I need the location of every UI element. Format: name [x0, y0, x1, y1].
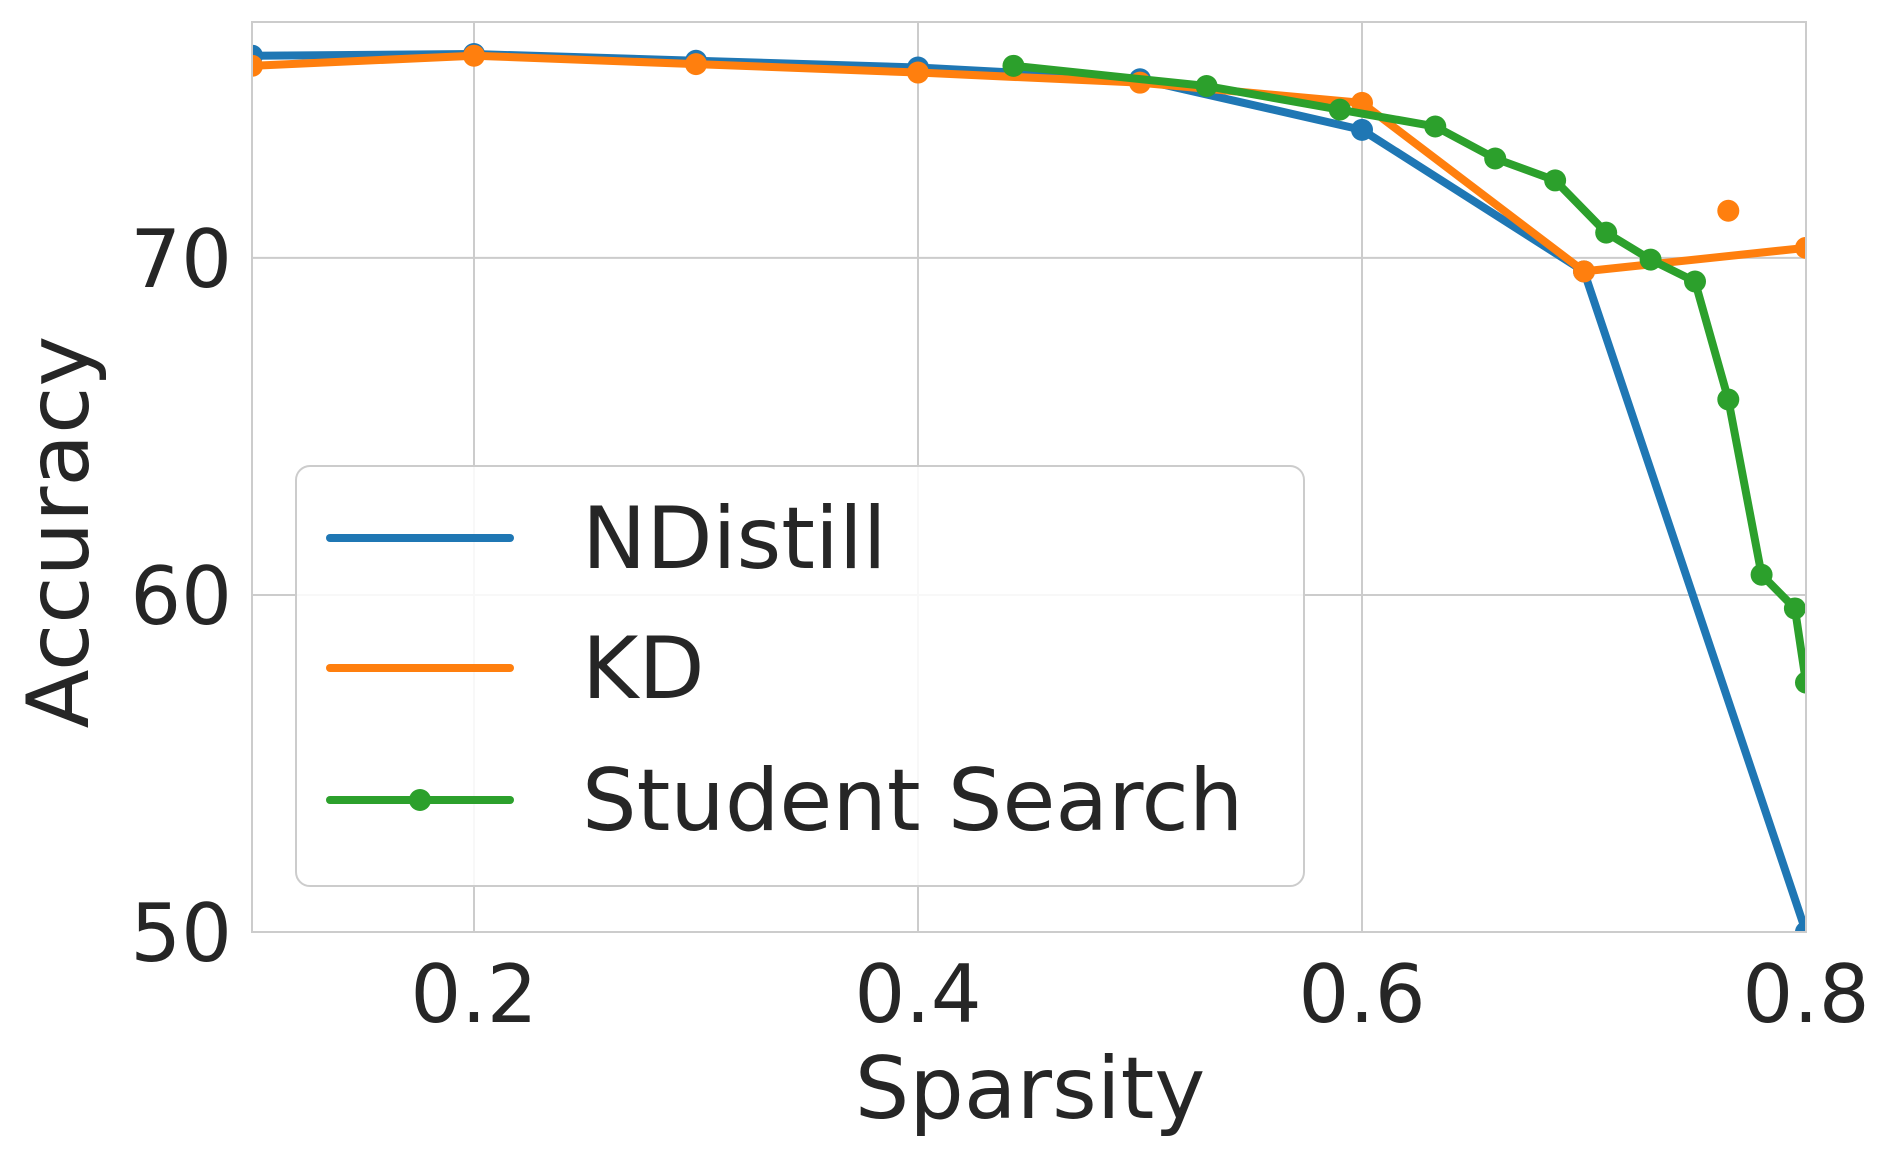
- data-point-student-search: [1328, 98, 1351, 121]
- data-point-student-search: [1544, 169, 1567, 192]
- data-point-student-search: [1795, 671, 1806, 694]
- x-tick-label: 0.6: [1298, 948, 1425, 1041]
- legend-box: [295, 465, 1305, 887]
- x-tick-label: 0.4: [854, 948, 981, 1041]
- legend-marker-student-search: [409, 789, 431, 811]
- legend: NDistill KD Student Search: [295, 465, 1305, 887]
- data-point-student-search: [1424, 115, 1447, 138]
- plot-area-frame: [251, 21, 1807, 933]
- data-point-student-search: [1195, 75, 1218, 98]
- data-point-kd: [252, 54, 263, 77]
- data-point-ndistill: [1351, 118, 1373, 141]
- y-tick-labels: 50 60 70: [130, 213, 232, 980]
- x-axis-label: Sparsity: [855, 1039, 1206, 1139]
- data-point-student-search: [1750, 563, 1773, 586]
- data-point-ndistill: [1795, 921, 1806, 932]
- data-point-student-search: [1639, 248, 1662, 271]
- y-tick-label: 50: [130, 887, 232, 980]
- data-point-student-search: [1002, 54, 1025, 77]
- y-axis-label: Accuracy: [9, 336, 109, 729]
- y-tick-label: 60: [130, 550, 232, 643]
- data-point-kd: [1717, 199, 1740, 222]
- data-point-student-search: [1783, 597, 1806, 620]
- data-point-kd: [463, 44, 485, 67]
- series-lines: [252, 43, 1806, 932]
- data-point-student-search: [1484, 147, 1507, 170]
- data-point-kd: [685, 53, 707, 76]
- data-point-student-search: [1684, 270, 1706, 293]
- legend-label-ndistill: NDistill: [582, 489, 887, 589]
- series-line-kd: [252, 51, 1806, 276]
- legend-label-kd: KD: [582, 619, 705, 719]
- x-tick-label: 0.2: [410, 948, 537, 1041]
- data-point-kd: [907, 61, 929, 84]
- x-tick-label: 0.8: [1742, 948, 1869, 1041]
- y-tick-label: 70: [130, 213, 232, 306]
- data-point-kd: [1351, 91, 1373, 114]
- x-tick-labels: 0.2 0.4 0.6 0.8: [410, 948, 1869, 1041]
- data-point-student-search: [1595, 221, 1618, 244]
- data-point-kd: [1795, 236, 1806, 259]
- data-point-student-search: [1717, 388, 1740, 411]
- legend-label-student-search: Student Search: [582, 751, 1243, 851]
- data-point-kd: [1573, 260, 1595, 283]
